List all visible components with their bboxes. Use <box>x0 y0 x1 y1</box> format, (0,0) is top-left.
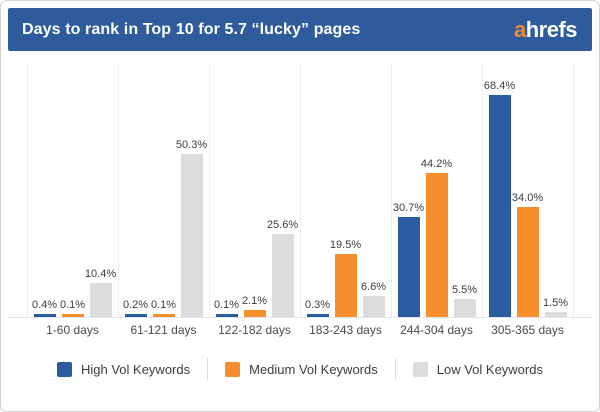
bar-groups-container: 0.4% 0.1% 10.4% 0.2% 0.1% 50.3% 0.1% 2.1% 25.6% 0… <box>27 61 573 317</box>
legend-item: Low Vol Keywords <box>412 361 543 377</box>
bar-medium-vol <box>61 314 84 317</box>
bar-high-vol <box>306 314 329 317</box>
ahrefs-logo-text: hrefs <box>525 16 578 42</box>
bar-high-vol <box>488 94 511 317</box>
bar-value-label: 34.0% <box>511 191 544 204</box>
bar-high-vol <box>397 217 420 317</box>
bar-value-label: 30.7% <box>392 202 425 215</box>
bar-value-label: 2.1% <box>241 295 268 308</box>
bar-group: 0.3% 19.5% 6.6% <box>300 61 391 317</box>
bar-value-label: 0.4% <box>31 299 58 311</box>
bar-value-label: 0.2% <box>122 299 149 311</box>
legend: High Vol Keywords Medium Vol Keywords Low … <box>1 358 599 380</box>
legend-item: High Vol Keywords <box>57 361 191 377</box>
bar-low-vol <box>180 153 203 317</box>
bar-medium-vol <box>243 310 266 317</box>
bar-column: 0.3% <box>304 299 331 317</box>
bar-value-label: 0.3% <box>304 299 331 311</box>
bar-value-label: 25.6% <box>266 218 299 231</box>
legend-label: Low Vol Keywords <box>436 361 543 377</box>
gridline <box>118 65 119 317</box>
bar-group: 0.2% 0.1% 50.3% <box>118 61 209 317</box>
bar-group: 30.7% 44.2% 5.5% <box>391 61 482 317</box>
bar-value-label: 10.4% <box>84 268 117 281</box>
gridline <box>209 65 210 317</box>
chart-title: Days to rank in Top 10 for 5.7 “lucky” p… <box>22 20 361 38</box>
legend-label: Medium Vol Keywords <box>249 361 378 377</box>
bar-column: 0.2% <box>122 299 149 317</box>
legend-swatch-icon <box>225 361 241 377</box>
bar-value-label: 68.4% <box>483 79 516 92</box>
category-axis: 1-60 days 61-121 days 122-182 days 183-243 … <box>27 323 573 337</box>
bar-medium-vol <box>334 253 357 317</box>
bar-value-label: 0.1% <box>59 299 86 311</box>
bar-column: 34.0% <box>512 192 543 317</box>
bar-column: 0.4% <box>31 299 58 317</box>
bar-value-label: 6.6% <box>360 280 387 293</box>
bar-value-label: 50.3% <box>175 138 208 151</box>
bar-column: 19.5% <box>330 239 361 317</box>
bar-column: 6.6% <box>360 280 387 317</box>
bar-value-label: 1.5% <box>542 297 569 310</box>
bar-value-label: 5.5% <box>451 284 478 297</box>
bar-column: 30.7% <box>393 202 424 317</box>
bar-low-vol <box>271 233 294 317</box>
legend-item: Medium Vol Keywords <box>225 361 378 377</box>
x-axis-baseline <box>8 317 592 318</box>
bar-low-vol <box>89 283 112 317</box>
gridline <box>482 65 483 317</box>
bar-column: 0.1% <box>213 299 240 317</box>
legend-label: High Vol Keywords <box>81 361 191 377</box>
gridline <box>391 65 392 317</box>
gridline <box>300 65 301 317</box>
gridline <box>573 65 574 317</box>
bar-value-label: 19.5% <box>329 238 362 251</box>
bar-value-label: 0.1% <box>213 299 240 311</box>
chart-header: Days to rank in Top 10 for 5.7 “lucky” p… <box>8 8 592 51</box>
bar-value-label: 44.2% <box>420 158 453 171</box>
bar-high-vol <box>33 314 56 317</box>
bar-medium-vol <box>516 206 539 317</box>
bar-low-vol <box>362 295 385 317</box>
bar-column: 0.1% <box>59 299 86 317</box>
bar-column: 1.5% <box>542 297 569 317</box>
legend-divider <box>394 358 396 380</box>
ahrefs-logo: ahrefs <box>513 16 578 43</box>
category-label: 244-304 days <box>400 323 473 337</box>
bar-column: 0.1% <box>150 299 177 317</box>
bar-group: 0.1% 2.1% 25.6% <box>209 61 300 317</box>
plot-area: 0.4% 0.1% 10.4% 0.2% 0.1% 50.3% 0.1% 2.1% 25.6% 0… <box>8 61 592 318</box>
category-label: 1-60 days <box>46 323 99 337</box>
bar-column: 2.1% <box>241 295 268 317</box>
bar-column: 5.5% <box>451 284 478 317</box>
bar-low-vol <box>544 312 567 317</box>
legend-divider <box>207 358 209 380</box>
gridline <box>27 65 28 317</box>
bar-column: 25.6% <box>267 219 298 317</box>
category-label: 183-243 days <box>309 323 382 337</box>
category-label: 122-182 days <box>218 323 291 337</box>
bar-column: 68.4% <box>484 80 515 317</box>
legend-swatch-icon <box>412 361 428 377</box>
bar-medium-vol <box>152 314 175 317</box>
bar-high-vol <box>124 314 147 317</box>
category-label: 305-365 days <box>491 323 564 337</box>
bar-column: 44.2% <box>421 158 452 317</box>
ahrefs-logo-accent: a <box>513 16 526 42</box>
bar-group: 0.4% 0.1% 10.4% <box>27 61 118 317</box>
bar-column: 10.4% <box>85 268 116 317</box>
bar-group: 68.4% 34.0% 1.5% <box>482 61 573 317</box>
bar-medium-vol <box>425 173 448 317</box>
legend-swatch-icon <box>57 361 72 377</box>
bar-high-vol <box>215 314 238 317</box>
bar-column: 50.3% <box>176 139 207 317</box>
bar-low-vol <box>453 299 476 317</box>
bar-value-label: 0.1% <box>150 299 177 311</box>
category-label: 61-121 days <box>130 323 197 337</box>
